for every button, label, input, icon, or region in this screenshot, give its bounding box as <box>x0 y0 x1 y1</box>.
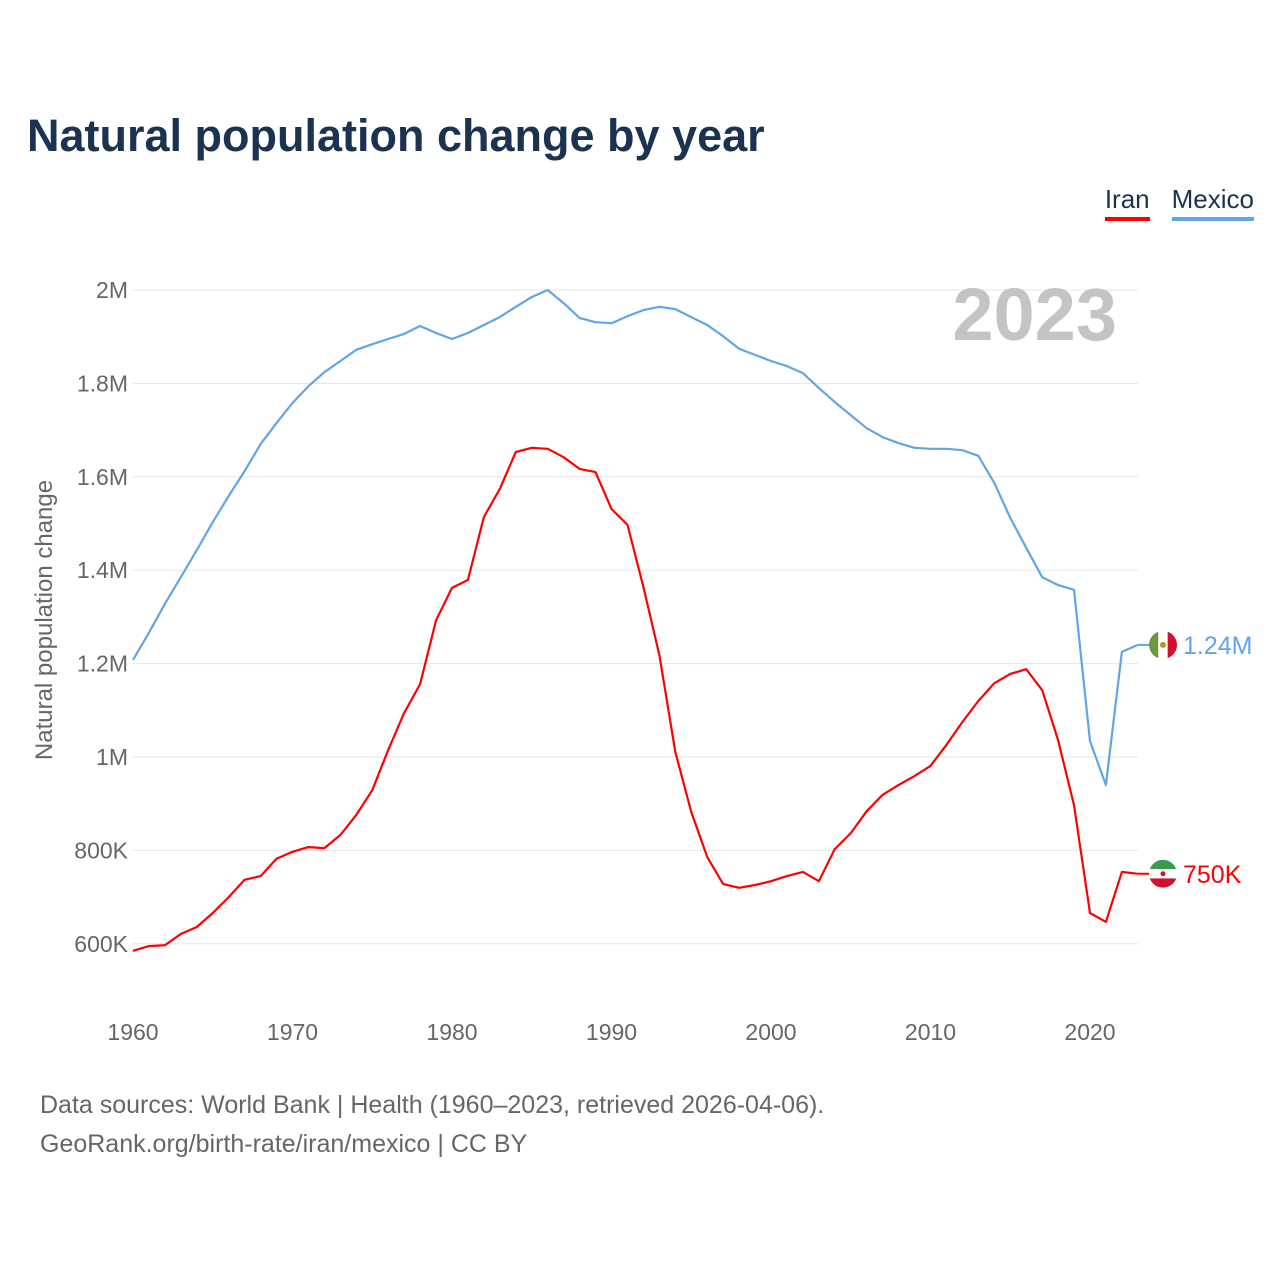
source-note: Data sources: World Bank | Health (1960–… <box>40 1091 825 1119</box>
series-line-mexico <box>132 288 1139 787</box>
x-tick-label: 1970 <box>267 1019 318 1045</box>
x-tick-label: 2010 <box>905 1019 956 1045</box>
y-tick-label: 1.2M <box>77 651 128 677</box>
y-tick-label: 600K <box>74 931 128 957</box>
legend-item-mexico[interactable]: Mexico <box>1171 184 1254 221</box>
x-tick-label: 1980 <box>426 1019 477 1045</box>
y-tick-label: 1.4M <box>77 557 128 583</box>
y-tick-label: 1M <box>96 744 128 770</box>
y-tick-label: 1.8M <box>77 370 128 396</box>
footer: Data sources: World Bank | Health (1960–… <box>40 1086 824 1164</box>
legend-item-iran[interactable]: Iran <box>1104 184 1150 221</box>
year-watermark: 2023 <box>952 273 1117 356</box>
x-tick-label: 1960 <box>107 1019 158 1045</box>
attribution-link[interactable]: GeoRank.org/birth-rate/iran/mexico | CC … <box>40 1130 528 1158</box>
legend: Iran Mexico <box>1104 184 1254 221</box>
iran-flag-icon <box>1149 859 1177 888</box>
y-tick-label: 800K <box>74 837 128 863</box>
series-line-iran <box>132 446 1138 952</box>
y-tick-label: 1.6M <box>77 464 128 490</box>
mexico-flag-icon <box>1149 630 1177 659</box>
end-value-label-iran: 750K <box>1183 861 1242 889</box>
end-value-label-mexico: 1.24M <box>1183 632 1252 660</box>
x-tick-label: 1990 <box>586 1019 637 1045</box>
chart-title: Natural population change by year <box>27 110 765 161</box>
x-tick-label: 2000 <box>745 1019 796 1045</box>
x-tick-label: 2020 <box>1064 1019 1115 1045</box>
y-axis-label: Natural population change <box>31 480 58 760</box>
y-tick-label: 2M <box>96 277 128 303</box>
